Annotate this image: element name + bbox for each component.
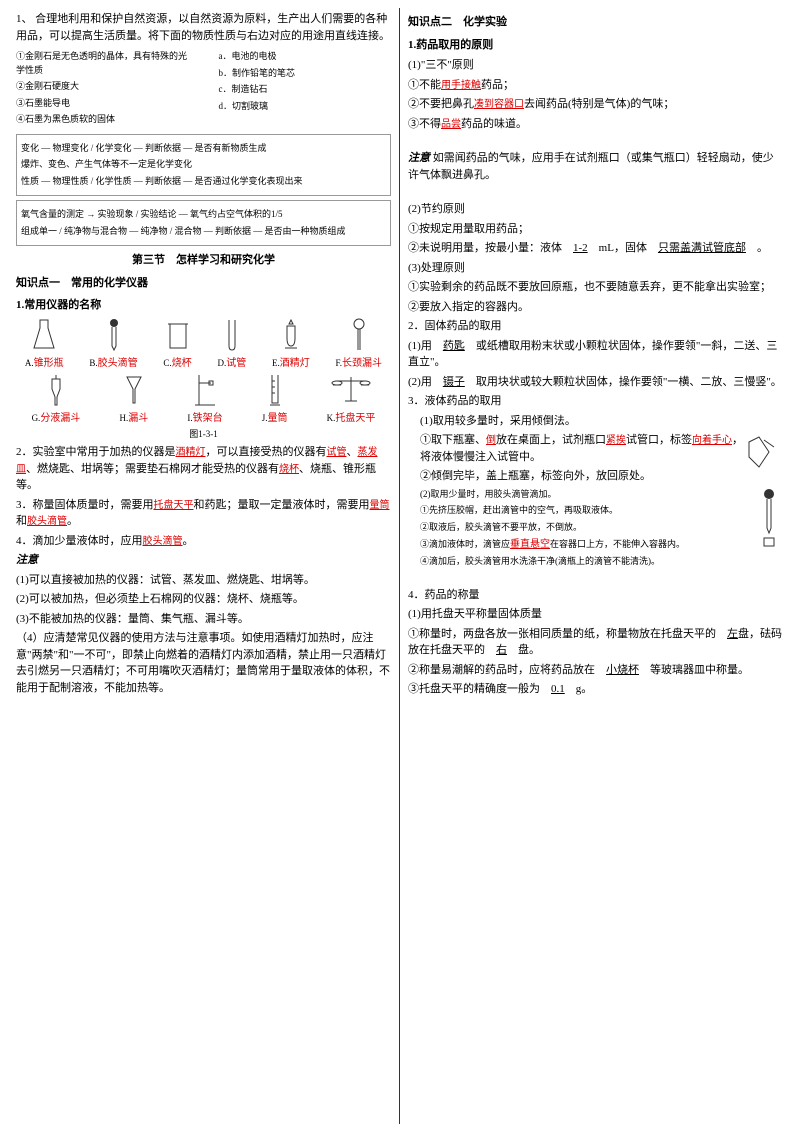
dropper-icon [104, 318, 124, 352]
r6-block: (2)取用少量时，用胶头滴管滴加。 ①先挤压胶帽，赶出滴管中的空气，再吸取液体。… [408, 488, 784, 569]
instrument-D: D.试管 [217, 318, 246, 369]
left-column: 1、 合理地利用和保护自然资源，以自然资源为原料，生产出人们需要的各种用品，可以… [8, 8, 400, 1124]
r3-2: ②要放入指定的容器内。 [408, 299, 784, 316]
r6-sub: (2)取用少量时，用胶头滴管滴加。 [420, 488, 784, 502]
notice-1: (1)可以直接被加热的仪器：试管、蒸发皿、燃烧匙、坩埚等。 [16, 572, 391, 589]
match-left-4: ④石墨为黑色质软的固体 [16, 113, 189, 127]
r1-3: ③不得品尝药品的味道。 [408, 116, 784, 133]
instrument-B: B.胶头滴管 [89, 318, 137, 369]
r-notice: 注意 如需闻药品的气味，应用手在试剂瓶口（或集气瓶口）轻轻扇动，使少许气体飘进鼻… [408, 150, 784, 183]
q2: 2．实验室中常用于加热的仪器是酒精灯，可以直接受热的仪器有试管、蒸发皿、燃烧匙、… [16, 444, 391, 494]
beaker-icon [164, 318, 192, 352]
q3: 3．称量固体质量时，需要用托盘天平和药匙；量取一定量液体时，需要用量筒和胶头滴管… [16, 497, 391, 530]
concept-diagram-2: 氧气含量的测定 → 实验现象 / 实验结论 — 氧气约占空气体积的1/5 组成单… [16, 200, 391, 246]
r2-1: ①按规定用量取用药品； [408, 221, 784, 238]
notice-title: 注意 [16, 552, 391, 569]
instrument-E: E.酒精灯 [272, 318, 310, 369]
testtube-icon [224, 318, 240, 352]
kp1-sub: 1.常用仪器的名称 [16, 297, 391, 314]
r7-2: ②称量易潮解的药品时，应将药品放在 小烧杯 等玻璃器皿中称量。 [408, 662, 784, 679]
concept1-line1: 变化 — 物理变化 / 化学变化 — 判断依据 — 是否有新物质生成 [21, 142, 386, 156]
instrument-I: I.铁架台 [187, 373, 222, 424]
instruments-row-1: A.锥形瓶 B.胶头滴管 C.烧杯 D.试管 E.酒精灯 F.长颈漏斗 [16, 318, 391, 369]
concept1-line3: 性质 — 物理性质 / 化学性质 — 判断依据 — 是否通过化学变化表现出来 [21, 175, 386, 189]
right-column: 知识点二 化学实验 1.药品取用的原则 (1)"三不"原则 ①不能用手接触药品；… [400, 8, 792, 1124]
kp1-title: 知识点一 常用的化学仪器 [16, 275, 391, 292]
intro-text: 1、 合理地利用和保护自然资源，以自然资源为原料，生产出人们需要的各种用品，可以… [16, 11, 391, 44]
sep-funnel-icon [46, 373, 66, 407]
r7-3: ③托盘天平的精确度一般为 0.1 g。 [408, 681, 784, 698]
notice-2: (2)可以被加热，但必须垫上石棉网的仪器：烧杯、烧瓶等。 [16, 591, 391, 608]
r6-3: ③滴加液体时，滴管应垂直悬空在容器口上方，不能伸入容器内。 [420, 537, 784, 552]
r4-2: (2)用 镊子 取用块状或较大颗粒状固体，操作要领"一横、二放、三慢竖"。 [408, 374, 784, 391]
long-funnel-icon [349, 318, 369, 352]
flask-icon [30, 318, 58, 352]
r2-title: (2)节约原则 [408, 201, 784, 218]
r4-1: (1)用 药匙 或纸槽取用粉末状或小颗粒状固体，操作要领"一斜，二送、三直立"。 [408, 338, 784, 371]
instrument-C: C.烧杯 [163, 318, 191, 369]
r5-2: ②倾倒完毕，盖上瓶塞，标签向外，放回原处。 [408, 468, 784, 485]
r6-1: ①先挤压胶帽，赶出滴管中的空气，再吸取液体。 [420, 504, 784, 518]
match-left-2: ②金刚石硬度大 [16, 80, 189, 94]
q4: 4．滴加少量液体时，应用胶头滴管。 [16, 533, 391, 550]
match-right-c: c．制造钻石 [219, 83, 392, 97]
r7-title: 4．药品的称量 [408, 587, 784, 604]
r4-title: 2．固体药品的取用 [408, 318, 784, 335]
concept2-line2: 组成单一 / 纯净物与混合物 — 纯净物 / 混合物 — 判断依据 — 是否由一… [21, 225, 386, 239]
r7-1: ①称量时，两盘各放一张相同质量的纸，称量物放在托盘天平的 左盘，砝码放在托盘天平… [408, 626, 784, 659]
match-right-b: b．制作铅笔的笔芯 [219, 67, 392, 81]
notice-3: (3)不能被加热的仪器：量筒、集气瓶、漏斗等。 [16, 611, 391, 628]
section3-title: 第三节 怎样学习和研究化学 [16, 252, 391, 269]
r5-title: 3．液体药品的取用 [408, 393, 784, 410]
match-right-d: d．切割玻璃 [219, 100, 392, 114]
instruments-row-2: G.分液漏斗 H.漏斗 I.铁架台 J.量筒 K.托盘天平 [16, 373, 391, 424]
concept-diagram-1: 变化 — 物理变化 / 化学变化 — 判断依据 — 是否有新物质生成 爆炸、变色… [16, 134, 391, 197]
r3-title: (3)处理原则 [408, 260, 784, 277]
match-right-a: a．电池的电极 [219, 50, 392, 64]
instrument-J: J.量筒 [262, 373, 288, 424]
r3-1: ①实验剩余的药品既不要放回原瓶，也不要随意丢弃，更不能拿出实验室； [408, 279, 784, 296]
alcohol-lamp-icon [279, 318, 303, 352]
pour-icon [744, 432, 784, 472]
r1-sub: (1)"三不"原则 [408, 57, 784, 74]
cylinder-icon [267, 373, 283, 407]
funnel-icon [124, 373, 144, 407]
r6-2: ②取液后，胶头滴管不要平放，不倒放。 [420, 521, 784, 535]
concept2-line1: 氧气含量的测定 → 实验现象 / 实验结论 — 氧气约占空气体积的1/5 [21, 208, 386, 222]
fig-caption: 图1-3-1 [16, 428, 391, 442]
r1-title: 1.药品取用的原则 [408, 37, 784, 54]
matching-exercise: ①金刚石是无色透明的晶体，具有特殊的光学性质 ②金刚石硬度大 ③石墨能导电 ④石… [16, 47, 391, 130]
balance-icon [331, 373, 371, 407]
r1-1: ①不能用手接触药品； [408, 77, 784, 94]
notice-4: （4）应清楚常见仪器的使用方法与注意事项。如使用酒精灯加热时，应注意"两禁"和"… [16, 630, 391, 696]
match-left-1: ①金刚石是无色透明的晶体，具有特殊的光学性质 [16, 50, 189, 77]
r7-sub: (1)用托盘天平称量固体质量 [408, 606, 784, 623]
instrument-G: G.分液漏斗 [32, 373, 81, 424]
stand-icon [191, 373, 219, 407]
match-left-3: ③石墨能导电 [16, 97, 189, 111]
r5-1: ①取下瓶塞、倒放在桌面上，试剂瓶口紧挨试管口，标签向着手心，将液体慢慢注入试管中… [408, 432, 784, 465]
r2-2: ②未说明用量，按最小量：液体 1-2 mL，固体 只需盖满试管底部 。 [408, 240, 784, 257]
r5-sub: (1)取用较多量时，采用倾倒法。 [408, 413, 784, 430]
instrument-K: K.托盘天平 [327, 373, 376, 424]
instrument-A: A.锥形瓶 [25, 318, 64, 369]
dropper-use-icon [754, 488, 784, 548]
concept1-line2: 爆炸、变色、产生气体等不一定是化学变化 [21, 158, 386, 172]
kp2-title: 知识点二 化学实验 [408, 14, 784, 31]
r1-2: ②不要把鼻孔凑到容器口去闻药品(特别是气体)的气味； [408, 96, 784, 113]
instrument-H: H.漏斗 [119, 373, 148, 424]
instrument-F: F.长颈漏斗 [335, 318, 382, 369]
r6-4: ④滴加后，胶头滴管用水洗涤干净(滴瓶上的滴管不能清洗)。 [420, 555, 784, 569]
